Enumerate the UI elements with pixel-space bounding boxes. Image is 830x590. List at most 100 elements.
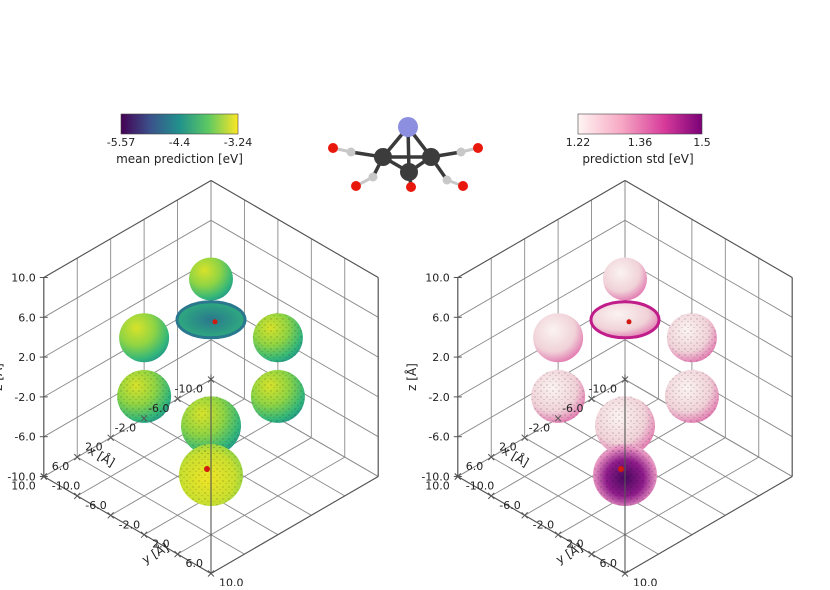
x-tick-mark [554, 414, 562, 422]
axis-edge [210, 180, 379, 278]
x-tick-label: -10.0 [175, 383, 203, 396]
grid-line-back-z [624, 219, 793, 318]
axis-edge [624, 180, 793, 278]
grid-line-floor-y [591, 456, 759, 555]
y-tick-label: -10.0 [52, 480, 80, 493]
y-tick-mark [73, 492, 81, 500]
axis-edge [457, 476, 626, 574]
x-tick-mark [73, 453, 81, 461]
left-colorbar-label: mean prediction [eV] [116, 152, 243, 166]
x-tick-label: 10.0 [11, 480, 36, 493]
y-tick-label: -6.0 [499, 499, 520, 512]
z-tick-label: 10.0 [425, 272, 450, 285]
grid-line-back-z [210, 259, 379, 358]
grid-line-back-z [457, 219, 626, 318]
x-tick-mark [107, 434, 115, 442]
atom-carbon [374, 148, 392, 166]
grid-line-back-z [210, 219, 379, 318]
atom-metal [398, 117, 418, 137]
z-tick-label: -2.0 [428, 391, 449, 404]
surface-texture [666, 312, 717, 363]
z-tick-label: 6.0 [18, 311, 36, 324]
z-tick-label: 6.0 [432, 311, 450, 324]
atom-light [368, 172, 378, 182]
surface-lobe [189, 257, 233, 301]
x-tick-label: 2.0 [85, 441, 103, 454]
grid-line-back-z [43, 219, 212, 318]
x-tick-label: -2.0 [529, 421, 550, 434]
x-tick-label: -6.0 [562, 402, 583, 415]
surface-top-ring [175, 300, 247, 340]
y-tick-mark [140, 531, 148, 539]
y-tick-mark [40, 473, 48, 480]
grid-line-back-z [624, 259, 793, 358]
x-tick-mark [521, 434, 529, 442]
surface-texture [664, 369, 719, 424]
y-tick-mark [621, 570, 629, 577]
right-colorbar-tick-min: 1.22 [566, 136, 591, 149]
y-tick-label: 6.0 [186, 557, 204, 570]
z-tick-label: 2.0 [432, 351, 450, 364]
x-tick-label: -10.0 [589, 383, 617, 396]
z-tick-label: -6.0 [14, 431, 35, 444]
axis-edge [43, 180, 212, 278]
right-colorbar-label: prediction std [eV] [582, 152, 693, 166]
grid-line-back-z [43, 259, 212, 358]
atom-oxygen [473, 143, 483, 153]
y-tick-label: 6.0 [600, 557, 618, 570]
atom-oxygen [406, 182, 416, 192]
right-colorbar-gradient [577, 113, 703, 135]
z-axis-label: z [Å] [0, 363, 5, 391]
x-tick-mark [140, 414, 148, 422]
grid-line-floor-x [624, 379, 793, 477]
y-tick-mark [521, 511, 529, 519]
y-tick-mark [107, 511, 115, 519]
left-colorbar-tick-max: -3.24 [224, 136, 252, 149]
right-colorbar-tick-mid: 1.36 [628, 136, 653, 149]
z-tick-label: -10.0 [421, 471, 449, 484]
grid-line-back-z [457, 259, 626, 358]
atom-light [442, 175, 452, 185]
atom-oxygen [351, 181, 361, 191]
x-tick-label: 6.0 [466, 460, 484, 473]
grid-line-floor-y [43, 379, 212, 477]
y-tick-label: 2.0 [152, 538, 170, 551]
y-tick-label: -10.0 [466, 480, 494, 493]
grid-line-floor-x [77, 456, 245, 555]
z-tick-label: -6.0 [428, 431, 449, 444]
x-tick-mark [621, 376, 629, 383]
molecule-structure [328, 117, 483, 192]
x-tick-label: 6.0 [52, 460, 70, 473]
y-tick-mark [174, 550, 181, 558]
atom-carbon [422, 148, 440, 166]
right-colorbar: 1.22 1.36 1.5 prediction std [eV] [566, 113, 711, 166]
x-tick-mark [487, 453, 495, 461]
surface-lobe [533, 313, 584, 363]
x-tick-label: 2.0 [499, 441, 517, 454]
surface-texture [531, 369, 586, 424]
surface-texture [252, 312, 303, 363]
atom-oxygen [328, 143, 338, 153]
y-tick-mark [487, 492, 495, 500]
surface-lobe [603, 257, 647, 301]
atom-light [456, 147, 466, 157]
y-tick-mark [454, 473, 462, 480]
x-tick-label: -2.0 [115, 421, 136, 434]
z-tick-label: 10.0 [11, 272, 36, 285]
x-tick-mark [174, 395, 181, 403]
left-3d-plot[interactable]: 10.0 6.0 2.0 -2.0 -6.0 -10.0 -10.0 -6.0 -2.0 2.0 6… [0, 180, 379, 590]
left-colorbar-tick-min: -5.57 [107, 136, 135, 149]
atom-marker [626, 319, 632, 325]
axis-edge [624, 476, 793, 574]
y-tick-label: -6.0 [85, 499, 106, 512]
surface-texture [250, 369, 305, 424]
left-colorbar: -5.57 -4.4 -3.24 mean prediction [eV] [107, 113, 252, 166]
y-tick-mark [207, 570, 215, 577]
z-tick-label: -10.0 [7, 471, 35, 484]
y-tick-label: 10.0 [633, 577, 658, 587]
left-colorbar-gradient [120, 113, 239, 135]
right-3d-plot[interactable]: 10.0 6.0 2.0 -2.0 -6.0 -10.0 -10.0 -6.0 -2.0 2.0 6… [404, 180, 793, 590]
z-tick-label: 2.0 [18, 351, 36, 364]
